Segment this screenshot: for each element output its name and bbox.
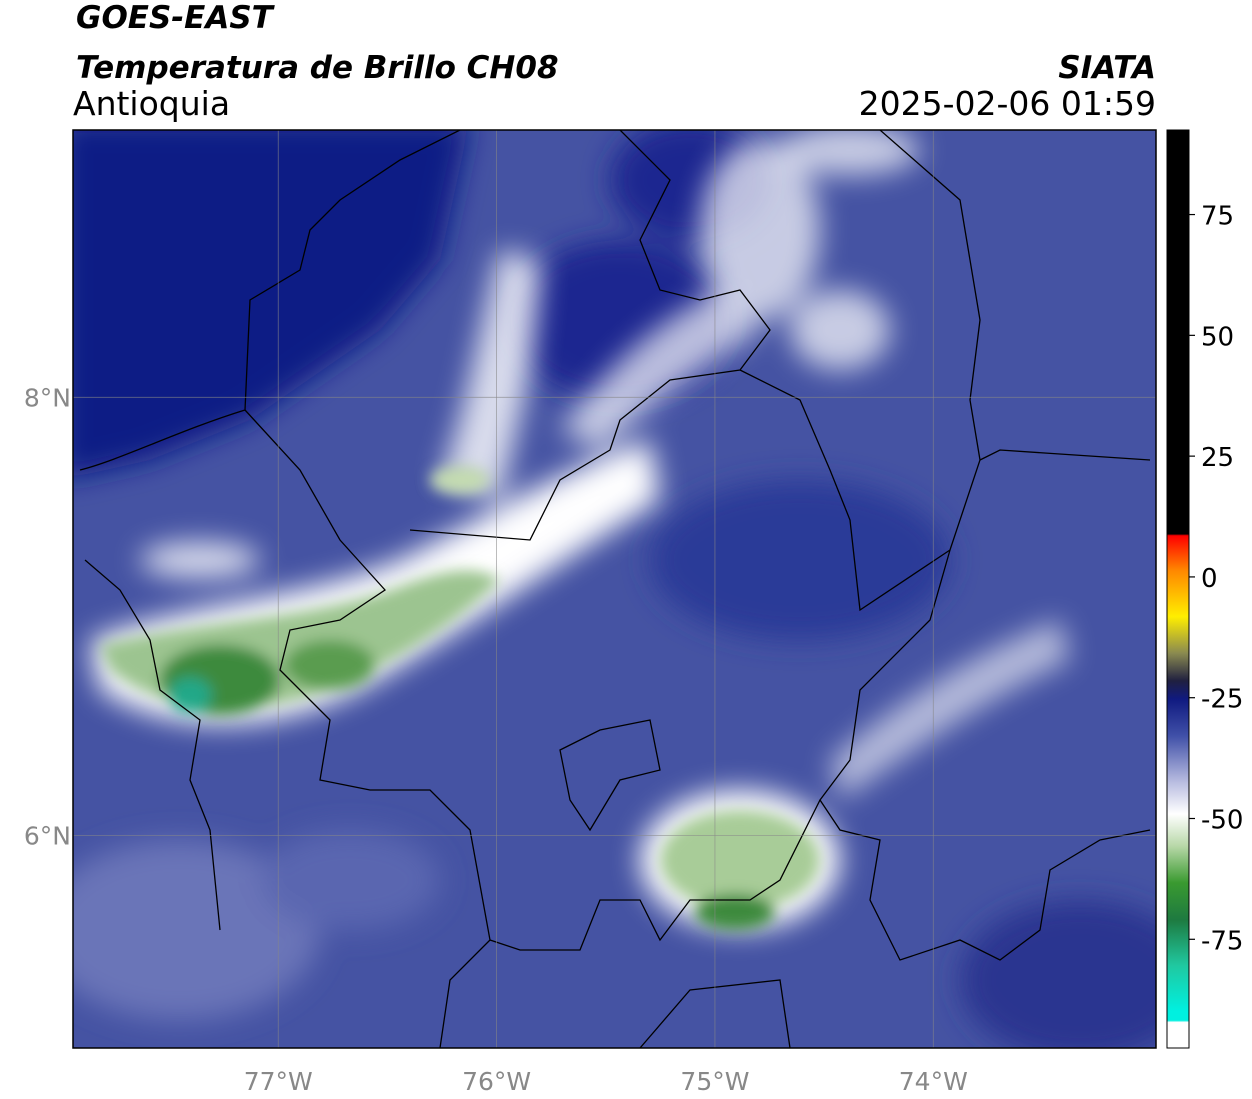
grid [73,130,1156,1048]
source: SIATA [1058,50,1156,86]
x-tick-label: 76°W [462,1067,531,1096]
colorbar [1166,129,1190,1049]
colorbar-tick-label: -50 [1201,806,1243,836]
satellite-image [73,130,1156,1048]
x-tick-label: 75°W [680,1067,749,1096]
region: Antioquia [73,84,230,123]
colorbar-tick-label: -75 [1201,926,1243,956]
map-frame [72,129,1157,1049]
title: GOES-EAST [76,0,276,36]
colorbar-tick-label: 75 [1201,202,1234,232]
subtitle: Temperatura de Brillo CH08 [76,50,559,86]
y-tick-label: 6°N [24,821,71,850]
datetime: 2025-02-06 01:59 [859,84,1156,123]
colorbar-tick-label: 50 [1201,322,1234,352]
colorbar-tick-label: 0 [1201,564,1218,594]
x-tick-label: 74°W [899,1067,968,1096]
colorbar-tick-label: -25 [1201,685,1243,715]
y-tick-label: 8°N [24,383,71,412]
colorbar-tick-label: 25 [1201,443,1234,473]
x-tick-label: 77°W [244,1067,313,1096]
